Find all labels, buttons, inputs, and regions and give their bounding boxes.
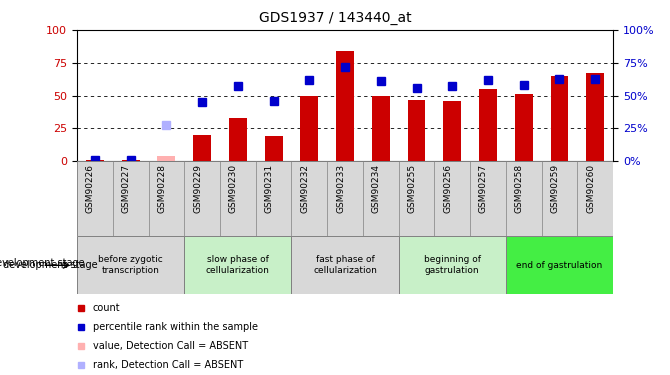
- Text: GSM90256: GSM90256: [444, 164, 452, 213]
- Text: development stage: development stage: [0, 258, 84, 268]
- Text: GSM90228: GSM90228: [157, 164, 166, 213]
- Text: GSM90234: GSM90234: [372, 164, 381, 213]
- Bar: [184, 236, 291, 294]
- Text: GSM90232: GSM90232: [300, 164, 310, 213]
- Bar: [444, 101, 461, 161]
- Bar: [399, 236, 506, 294]
- Bar: [515, 94, 533, 161]
- Text: GSM90255: GSM90255: [407, 164, 417, 213]
- Text: GSM90258: GSM90258: [515, 164, 524, 213]
- Bar: [586, 74, 604, 161]
- Bar: [506, 236, 613, 294]
- Bar: [479, 89, 497, 161]
- Bar: [229, 118, 247, 161]
- Text: rank, Detection Call = ABSENT: rank, Detection Call = ABSENT: [92, 360, 243, 370]
- Text: percentile rank within the sample: percentile rank within the sample: [92, 322, 258, 332]
- Text: slow phase of
cellularization: slow phase of cellularization: [206, 255, 270, 275]
- Bar: [193, 135, 211, 161]
- Text: fast phase of
cellularization: fast phase of cellularization: [313, 255, 377, 275]
- Bar: [336, 51, 354, 161]
- Text: before zygotic
transcription: before zygotic transcription: [98, 255, 163, 275]
- Text: beginning of
gastrulation: beginning of gastrulation: [423, 255, 481, 275]
- Text: GSM90227: GSM90227: [122, 164, 131, 213]
- Text: GSM90259: GSM90259: [551, 164, 559, 213]
- Text: GSM90257: GSM90257: [479, 164, 488, 213]
- Text: GSM90233: GSM90233: [336, 164, 345, 213]
- Bar: [157, 156, 176, 161]
- Text: count: count: [92, 303, 121, 313]
- Bar: [77, 236, 184, 294]
- Text: GSM90229: GSM90229: [193, 164, 202, 213]
- Text: end of gastrulation: end of gastrulation: [517, 261, 602, 270]
- Text: development stage: development stage: [3, 260, 98, 270]
- Bar: [122, 160, 139, 161]
- Bar: [265, 136, 283, 161]
- Bar: [300, 96, 318, 161]
- Text: value, Detection Call = ABSENT: value, Detection Call = ABSENT: [92, 341, 248, 351]
- Bar: [551, 76, 568, 161]
- Text: GSM90230: GSM90230: [229, 164, 238, 213]
- Text: GSM90260: GSM90260: [586, 164, 595, 213]
- Text: GDS1937 / 143440_at: GDS1937 / 143440_at: [259, 11, 411, 25]
- Bar: [291, 236, 399, 294]
- Text: GSM90231: GSM90231: [265, 164, 273, 213]
- Text: GSM90226: GSM90226: [86, 164, 95, 213]
- Bar: [407, 100, 425, 161]
- Bar: [86, 160, 104, 161]
- Bar: [372, 96, 390, 161]
